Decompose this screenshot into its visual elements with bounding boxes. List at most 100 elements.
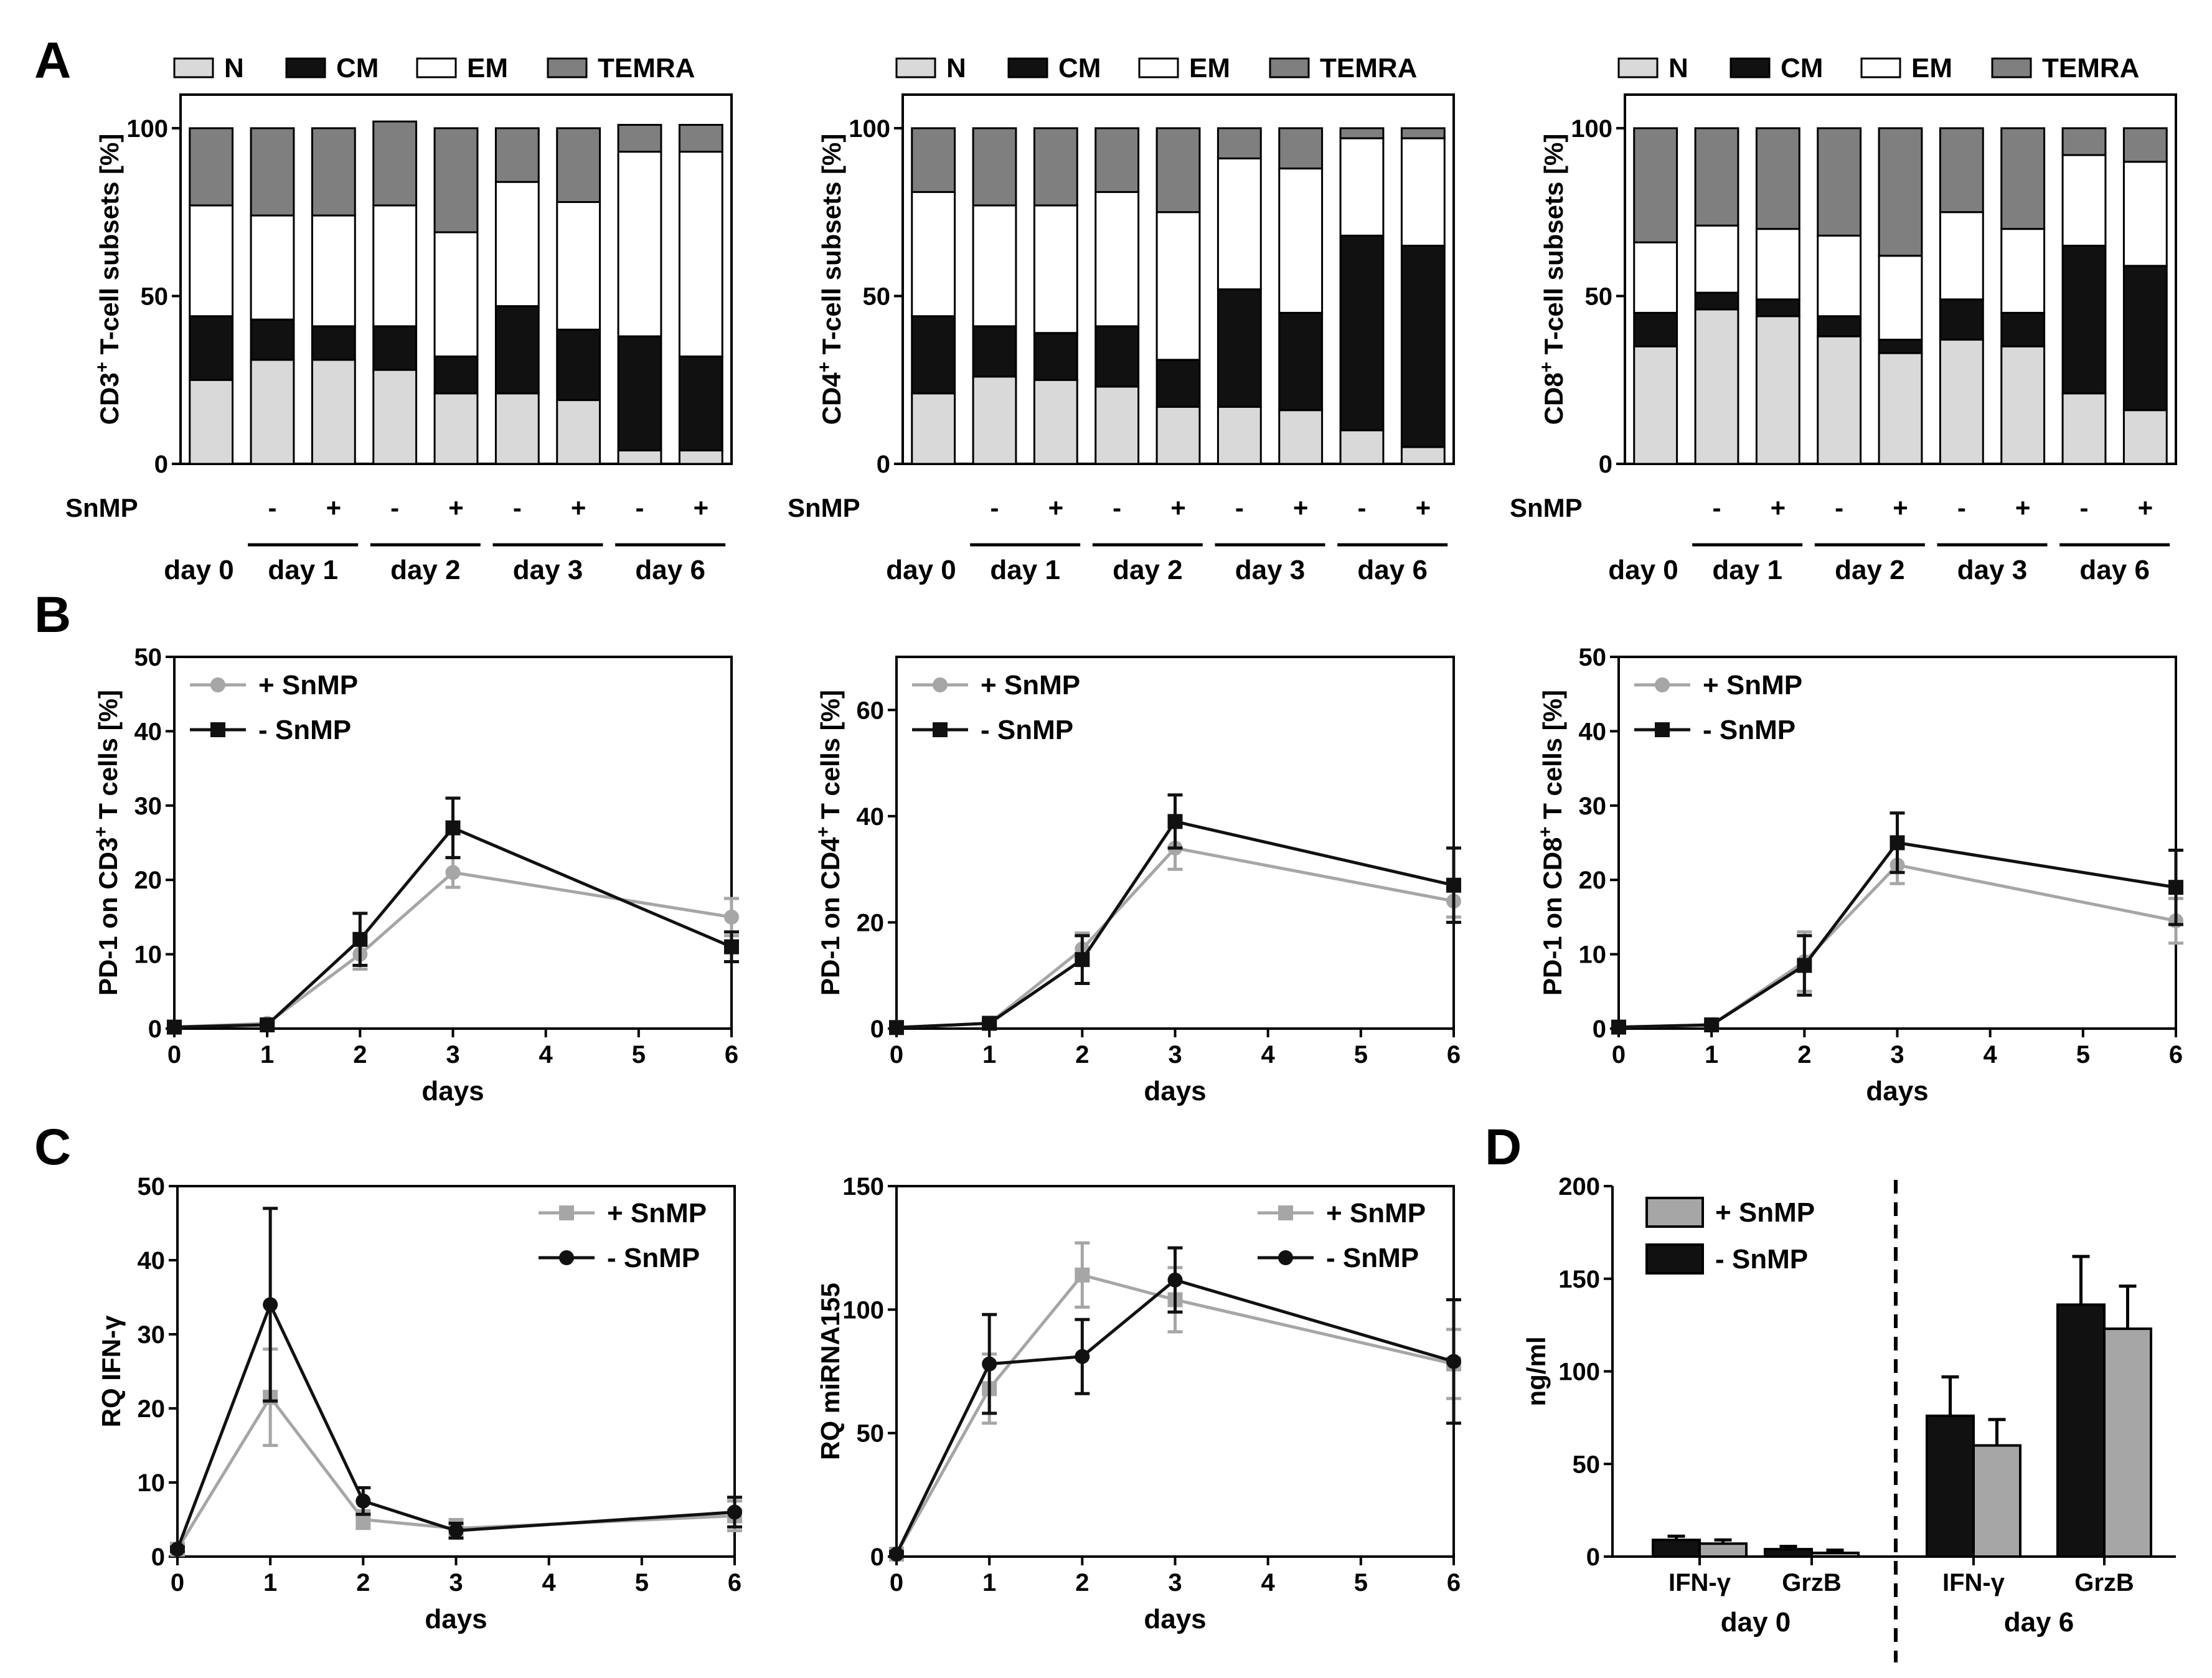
marker-square [1890, 835, 1905, 851]
bar-em [911, 191, 956, 318]
y-tick-label: 200 [1558, 1173, 1600, 1200]
x-tick-label: 1 [982, 1041, 996, 1068]
bar-em [189, 204, 234, 318]
marker-circle [982, 1356, 997, 1372]
bar-temra [2061, 127, 2107, 156]
bar-n [1817, 335, 1862, 465]
bar-em [1817, 234, 1862, 318]
bar-em [972, 204, 1017, 328]
bar-em [1217, 157, 1262, 291]
bar-temra [1400, 127, 1446, 139]
x-tick-label: 5 [1354, 1041, 1368, 1068]
marker-circle [1167, 1272, 1183, 1288]
y-tick-label: 50 [1585, 283, 1613, 310]
chart-c2-rq-mirna155: 0 50 100 150 0 1 2 3 4 5 6 days RQ miRNA155 + SnMP - S… [816, 1173, 1461, 1634]
y-axis-label: PD-1 on CD3+ T cells [%] [91, 690, 123, 996]
y-tick-label: 150 [1558, 1266, 1600, 1293]
y-tick-label: 40 [1579, 718, 1607, 745]
legend-label-temra: TEMRA [1320, 53, 1417, 83]
y-axis-label: PD-1 on CD8+ T cells [%] [1535, 690, 1568, 996]
x-axis-label: days [425, 1604, 487, 1634]
snmp-sign: - [991, 493, 999, 522]
bar-cm [972, 325, 1017, 378]
snmp-sign: - [268, 493, 277, 522]
snmp-sign: + [1048, 493, 1064, 522]
snmp-sign: + [448, 493, 464, 522]
snmp-label: SnMP [65, 493, 138, 522]
x-tick-label: GrzB [1782, 1569, 1842, 1596]
bar-em [1339, 137, 1385, 237]
y-tick-label: 150 [842, 1173, 884, 1200]
bar-snmp [1972, 1444, 2021, 1558]
bar-snmp [1764, 1548, 1813, 1558]
y-tick-label: 0 [877, 451, 890, 478]
legend-label-cm: CM [336, 53, 379, 83]
x-tick-label: 0 [167, 1041, 181, 1068]
bar-temra [1878, 127, 1923, 257]
y-tick-label: 50 [138, 1173, 166, 1200]
legend-label-snmp: - SnMP [1703, 715, 1795, 745]
y-tick-label: 40 [134, 718, 162, 745]
x-tick-label: 5 [2076, 1041, 2090, 1068]
y-tick-label: 100 [1558, 1359, 1600, 1386]
x-tick-label: IFN-γ [1668, 1569, 1731, 1596]
marker-circle [1278, 1250, 1293, 1265]
legend-swatch-n [895, 57, 936, 78]
legend-label-em: EM [1911, 53, 1952, 83]
snmp-sign: + [2138, 493, 2153, 522]
x-tick-label: 3 [446, 1041, 459, 1068]
y-axis-label: PD-1 on CD4+ T cells [%] [813, 690, 845, 996]
bar-n [1400, 446, 1446, 465]
marker-square [260, 1017, 275, 1033]
x-tick-label: 1 [260, 1041, 274, 1068]
marker-square [2168, 880, 2183, 895]
legend-swatch-snmp [1645, 1197, 1704, 1228]
x-tick-label: 3 [1168, 1569, 1182, 1596]
x-tick-label: 6 [2169, 1041, 2183, 1068]
legend-swatch-em [416, 57, 457, 78]
x-tick-label: 4 [1984, 1041, 1998, 1068]
plot-frame [895, 1185, 1455, 1558]
y-tick-label: 50 [863, 283, 891, 310]
bar-temra [1694, 127, 1739, 227]
day-group-label: day 1 [1712, 555, 1782, 585]
snmp-label: SnMP [788, 493, 860, 522]
x-tick-label: 1 [1705, 1041, 1718, 1068]
bar-cm [1755, 298, 1800, 318]
snmp-sign: - [1358, 493, 1367, 522]
bar-em [1755, 228, 1800, 301]
bar-temra [617, 124, 662, 153]
legend-label-cm: CM [1058, 53, 1101, 83]
bar-em [433, 231, 479, 357]
snmp-sign: + [326, 493, 342, 522]
legend-label-snmp: - SnMP [258, 715, 351, 745]
bar-snmp [1698, 1542, 1748, 1558]
bar-n [617, 449, 662, 465]
bar-n [2122, 409, 2168, 465]
y-tick-label: 30 [138, 1321, 166, 1349]
bar-cm [1633, 311, 1678, 347]
group-label: day 6 [2004, 1607, 2074, 1638]
legend-label-snmp: + SnMP [607, 1198, 707, 1228]
x-tick-label: 4 [1261, 1569, 1276, 1596]
bar-em [2000, 228, 2046, 314]
bar-cm [1278, 311, 1324, 412]
x-tick-label: 2 [1075, 1041, 1089, 1068]
x-tick-label: 2 [353, 1041, 367, 1068]
bar-em [1094, 191, 1140, 328]
bar-n [1033, 379, 1078, 465]
y-tick-label: 20 [857, 909, 885, 936]
legend-label-em: EM [1189, 53, 1230, 83]
bar-em [1400, 137, 1446, 247]
bar-temra [2000, 127, 2046, 230]
bar-temra [1339, 127, 1385, 139]
day-group-label: day 2 [1835, 555, 1905, 585]
legend-label-temra: TEMRA [598, 53, 695, 83]
x-axis-label: days [421, 1076, 484, 1106]
day-group-label: day 1 [268, 555, 338, 585]
bar-n [678, 449, 723, 465]
legend-label-snmp: + SnMP [1715, 1197, 1815, 1228]
y-tick-label: 50 [134, 644, 162, 671]
